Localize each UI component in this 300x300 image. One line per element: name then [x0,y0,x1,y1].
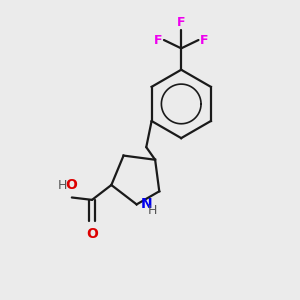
Text: F: F [177,16,185,29]
Text: F: F [200,34,208,46]
Text: F: F [154,34,163,46]
Text: H: H [58,178,67,191]
Text: H: H [148,204,157,217]
Text: O: O [86,226,98,241]
Text: N: N [141,197,152,212]
Text: O: O [65,178,77,191]
